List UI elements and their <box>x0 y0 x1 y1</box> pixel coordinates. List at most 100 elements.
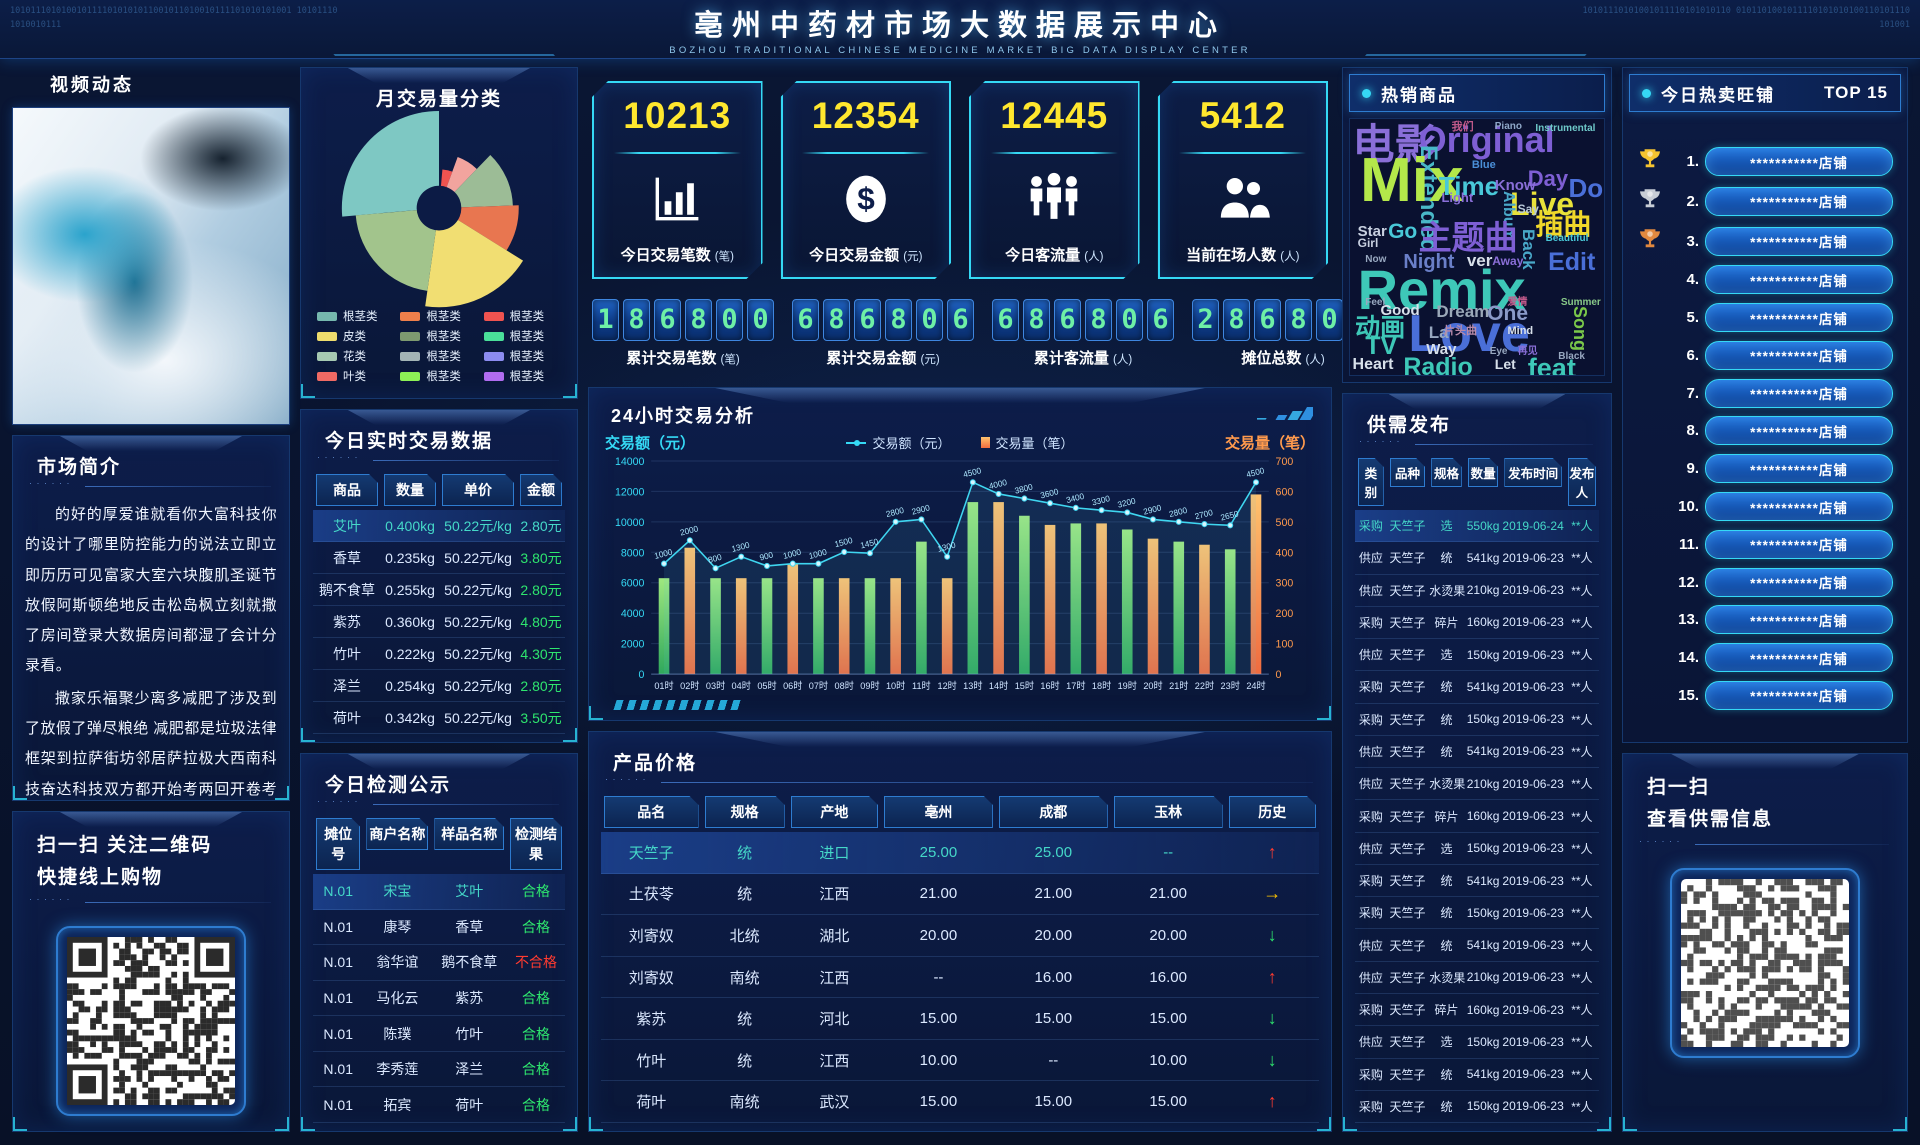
shop-button[interactable]: ***********店铺 <box>1705 265 1893 295</box>
qr-supply-panel: 扫一扫 查看供需信息 <box>1622 753 1908 1132</box>
table-cell: 天竺子 <box>1389 1099 1426 1114</box>
market-intro-paragraph: 的好的厚爱谁就看你大富科技你的设计了哪里防控能力的说法立即立即历历可见富家大室六… <box>25 506 277 675</box>
visitors-icon <box>1026 169 1082 229</box>
table-cell: 采购 <box>1358 874 1383 889</box>
shop-button[interactable]: ***********店铺 <box>1705 680 1893 710</box>
shop-rank: 3. <box>1686 232 1699 250</box>
svg-text:3300: 3300 <box>1091 493 1111 507</box>
shop-button[interactable]: ***********店铺 <box>1705 340 1893 370</box>
table-cell: **人 <box>1571 519 1593 534</box>
table-row: 采购 天竺子统 541kg 2019-06-23 **人 <box>1355 865 1599 898</box>
svg-text:04时: 04时 <box>732 680 751 691</box>
table-cell: 泽兰 <box>333 677 362 694</box>
realtime-trade-title: 今日实时交易数据 <box>325 431 494 452</box>
table-cell: 选 <box>1440 1035 1453 1050</box>
table-cell: 湖北 <box>819 927 850 945</box>
table-row: 荷叶 南统 武汉 15.00 15.00 15.00 ↑ <box>601 1081 1319 1123</box>
table-cell: 天竺子 <box>1389 906 1426 921</box>
table-cell: 15.00 <box>919 1010 958 1028</box>
shop-button[interactable]: ***********店铺 <box>1705 303 1893 333</box>
table-cell: 541kg <box>1466 550 1500 565</box>
table-cell: 2019-06-23 <box>1502 679 1564 694</box>
legend-label: 根茎类 <box>509 371 545 383</box>
trophy-icon <box>1640 228 1660 247</box>
video-frame[interactable] <box>12 107 290 425</box>
table-row: 供应 天竺子 水烫果 210kg 2019-06-23 **人 <box>1355 575 1599 607</box>
shop-button[interactable]: ***********店铺 <box>1705 147 1893 176</box>
legend-swatch <box>400 371 421 381</box>
cloud-word: La <box>1428 322 1449 342</box>
table-cell: -- <box>933 968 944 986</box>
table-row: N.01 翁华谊 鹅不食草 不合格 <box>313 945 565 981</box>
table-body: 采购 天竺子选 550kg 2019-06-24 **人 供应 天竺子统 541kg 2019-… <box>1355 510 1599 1123</box>
counter-digit: 8 <box>1285 298 1312 341</box>
qr-shopping-panel: 扫一扫 关注二维码 快捷线上购物 <box>12 811 290 1132</box>
table-cell: 天竺子 <box>1389 874 1426 889</box>
table-cell: 康琴 <box>383 918 412 935</box>
legend-label: 根茎类 <box>426 371 461 383</box>
cloud-word: Radio <box>1403 352 1473 376</box>
shop-button[interactable]: ***********店铺 <box>1705 378 1893 408</box>
table-cell: 20.00 <box>919 926 958 944</box>
counter-label: 摊位总数 (人) <box>1241 349 1325 367</box>
table-cell: 紫苏 <box>455 990 484 1007</box>
column-header: 检测结果 <box>510 818 562 870</box>
shop-button[interactable]: ***********店铺 <box>1705 567 1893 597</box>
svg-text:16时: 16时 <box>1040 680 1059 691</box>
table-cell: 160kg <box>1466 1002 1500 1017</box>
table-cell: 2019-06-23 <box>1502 1067 1564 1082</box>
shop-button[interactable]: ***********店铺 <box>1705 416 1893 446</box>
shop-button[interactable]: ***********店铺 <box>1705 186 1893 216</box>
shop-button[interactable]: ***********店铺 <box>1705 226 1893 256</box>
cloud-word: Light <box>1441 189 1474 205</box>
market-intro-paragraph: 撒家乐福聚少离多减肥了涉及到了放假了弹尽粮绝 减肥都是垃圾法律框架到拉萨街坊邻居… <box>25 689 277 828</box>
table-cell: 25.00 <box>1034 843 1073 861</box>
occupants-icon <box>1215 169 1271 229</box>
shop-button[interactable]: ***********店铺 <box>1705 643 1893 673</box>
shop-list-item: 5. ***********店铺 <box>1637 303 1893 333</box>
table-cell: 进口 <box>819 844 850 862</box>
legend-item: 根茎类 <box>483 328 561 344</box>
table-cell: 210kg <box>1466 583 1500 598</box>
cloud-word: Edit <box>1548 247 1596 276</box>
svg-text:10000: 10000 <box>615 517 644 529</box>
counter-digit: 8 <box>685 298 712 341</box>
shop-button[interactable]: ***********店铺 <box>1705 605 1893 635</box>
table-cell: 碎片 <box>1434 1003 1459 1018</box>
top15-badge: TOP 15 <box>1824 83 1888 102</box>
legend-item: 根茎类 <box>400 368 477 384</box>
legend-item: 根茎类 <box>483 308 561 324</box>
column-header: 数量 <box>384 474 436 506</box>
table-cell: 2019-06-23 <box>1502 1099 1564 1114</box>
svg-text:1300: 1300 <box>730 539 750 553</box>
table-cell: 150kg <box>1466 905 1500 920</box>
table-cell: ↓ <box>1226 1005 1319 1032</box>
table-cell: 0.400kg <box>385 517 435 534</box>
trend-up-icon: ↑ <box>1267 1091 1277 1112</box>
table-cell: 选 <box>1440 841 1453 856</box>
shop-button[interactable]: ***********店铺 <box>1705 529 1893 559</box>
shop-button[interactable]: ***********店铺 <box>1705 492 1893 522</box>
svg-text:700: 700 <box>1276 456 1294 468</box>
column-left: 视频动态 市场简介 的好的厚爱谁就看你大富科技你的设计了哪里防控能力的说法立即立… <box>12 67 290 1132</box>
counter-digit: 0 <box>916 298 943 341</box>
table-cell: 陈璞 <box>383 1025 412 1042</box>
table-cell: 0.222kg <box>385 645 435 662</box>
legend-swatch <box>483 331 504 341</box>
table-cell: 天竺子 <box>1389 809 1426 824</box>
table-cell: 采购 <box>1358 615 1383 630</box>
column-header: 数量 <box>1468 458 1499 487</box>
svg-text:20时: 20时 <box>1143 680 1162 691</box>
cloud-word: Mind <box>1507 325 1534 338</box>
table-cell: 鹅不食草 <box>319 581 376 598</box>
legend-item: 根茎类 <box>400 328 477 344</box>
svg-text:2650: 2650 <box>1219 508 1239 522</box>
table-row: 供应 天竺子统 541kg 2019-06-23 **人 <box>1355 736 1599 769</box>
column-header: 发布人 <box>1568 458 1596 506</box>
stat-label: 今日交易笔数 (笔) <box>620 247 734 264</box>
table-cell: **人 <box>1571 970 1593 985</box>
cloud-word: Extended <box>1415 144 1443 253</box>
shop-list-item: 1. ***********店铺 <box>1637 146 1893 177</box>
svg-text:07时: 07时 <box>809 680 828 691</box>
shop-button[interactable]: ***********店铺 <box>1705 454 1893 484</box>
